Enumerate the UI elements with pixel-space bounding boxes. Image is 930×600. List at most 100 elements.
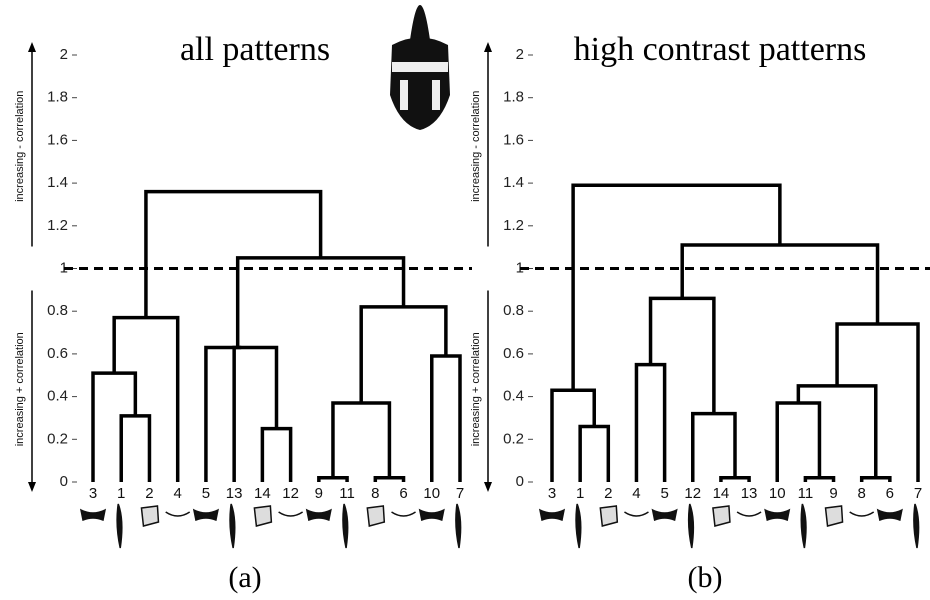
axis-label: increasing - correlation xyxy=(14,91,26,202)
leaf-label: 1 xyxy=(576,485,584,502)
merge-link xyxy=(691,411,737,482)
leaf-label: 11 xyxy=(339,485,355,502)
merge-link xyxy=(859,475,892,482)
leaf-label: 3 xyxy=(548,485,556,502)
pattern-icon xyxy=(79,508,107,522)
y-tick-label: 1.8 xyxy=(503,89,524,106)
pattern-icon xyxy=(712,505,731,527)
leaf-label: 9 xyxy=(315,485,323,502)
merge-link xyxy=(232,345,242,482)
y-tick-label: 0.2 xyxy=(47,430,68,447)
pattern-icon xyxy=(538,508,566,522)
leaf-label: 4 xyxy=(632,485,640,502)
merge-link xyxy=(835,322,920,482)
leaf-label: 4 xyxy=(174,485,182,502)
merge-link xyxy=(235,256,406,348)
merge-link xyxy=(119,414,152,482)
leaf-label: 6 xyxy=(886,485,894,502)
y-tick-label: 0 xyxy=(516,473,524,490)
axis-label: increasing - correlation xyxy=(470,91,482,202)
pattern-icon xyxy=(800,503,807,549)
y-tick-label: 1.6 xyxy=(47,131,68,148)
leaf-label: 8 xyxy=(858,485,866,502)
leaf-label: 10 xyxy=(769,485,786,502)
pattern-icon xyxy=(116,503,123,549)
arrow-head xyxy=(484,482,492,492)
leaf-label: 7 xyxy=(456,485,464,502)
leaf-label: 9 xyxy=(829,485,837,502)
pattern-icon xyxy=(418,508,445,522)
leaf-label: 8 xyxy=(371,485,379,502)
leaf-label: 5 xyxy=(660,485,668,502)
y-tick-label: 0.6 xyxy=(47,345,68,362)
beetle-icon xyxy=(390,5,450,130)
y-tick-label: 1.2 xyxy=(47,217,68,234)
pattern-icon xyxy=(849,511,875,517)
arrow-head xyxy=(28,482,36,492)
leaf-label: 6 xyxy=(399,485,407,502)
leaf-label: 11 xyxy=(798,485,814,502)
axis-label: increasing + correlation xyxy=(14,332,26,446)
y-tick-label: 1 xyxy=(60,259,68,276)
merge-link xyxy=(634,362,667,482)
pattern-icon xyxy=(575,503,582,549)
pattern-icon xyxy=(140,505,160,527)
caption: (b) xyxy=(688,561,723,594)
merge-link xyxy=(112,315,180,482)
y-tick-label: 0.6 xyxy=(503,345,524,362)
pattern-icon xyxy=(192,508,219,522)
pattern-icon xyxy=(651,508,678,522)
merge-link xyxy=(803,475,836,482)
merge-link xyxy=(260,426,293,482)
merge-link xyxy=(571,183,782,391)
merge-link xyxy=(550,388,596,482)
pattern-icon xyxy=(165,511,191,517)
pattern-icon xyxy=(455,503,462,549)
leaf-label: 14 xyxy=(713,485,730,502)
axis-label: increasing + correlation xyxy=(470,332,482,446)
merge-link xyxy=(317,475,349,482)
pattern-icon xyxy=(342,503,349,549)
y-tick-label: 1.4 xyxy=(47,174,68,191)
merge-link xyxy=(796,384,878,478)
pattern-icon xyxy=(687,503,695,549)
leaf-label: 2 xyxy=(604,485,612,502)
leaf-label: 5 xyxy=(202,485,210,502)
y-tick-label: 0.8 xyxy=(47,302,68,319)
pattern-icon xyxy=(624,511,649,517)
leaf-label: 7 xyxy=(914,485,922,502)
pattern-icon xyxy=(764,508,791,522)
pattern-icon xyxy=(278,511,304,517)
y-tick-label: 0 xyxy=(60,473,68,490)
pattern-icon xyxy=(824,505,844,527)
y-tick-label: 2 xyxy=(60,46,68,63)
leaf-label: 2 xyxy=(145,485,153,502)
caption: (a) xyxy=(228,561,261,594)
pattern-icon xyxy=(736,511,762,517)
y-tick-label: 0.8 xyxy=(503,302,524,319)
y-tick-label: 0.4 xyxy=(47,388,68,405)
pattern-icon xyxy=(599,505,619,527)
pattern-icon xyxy=(876,508,903,522)
merge-link xyxy=(204,345,279,482)
y-tick-label: 1 xyxy=(516,259,524,276)
chart-title: high contrast patterns xyxy=(574,31,867,68)
y-tick-label: 1.6 xyxy=(503,131,524,148)
y-tick-label: 1.4 xyxy=(503,174,524,191)
merge-link xyxy=(578,424,611,482)
pattern-icon xyxy=(253,505,273,527)
chart-title: all patterns xyxy=(180,31,330,68)
merge-link xyxy=(144,189,323,318)
y-tick-label: 0.4 xyxy=(503,388,524,405)
leaf-label: 3 xyxy=(89,485,97,502)
merge-link xyxy=(775,401,822,482)
pattern-icon xyxy=(305,508,332,522)
merge-link xyxy=(680,243,880,325)
merge-link xyxy=(373,475,406,482)
arrow-head xyxy=(28,42,36,52)
leaf-label: 13 xyxy=(741,485,758,502)
pattern-icon xyxy=(366,505,386,527)
arrow-head xyxy=(484,42,492,52)
leaf-label: 14 xyxy=(254,485,271,502)
leaf-label: 13 xyxy=(226,485,243,502)
